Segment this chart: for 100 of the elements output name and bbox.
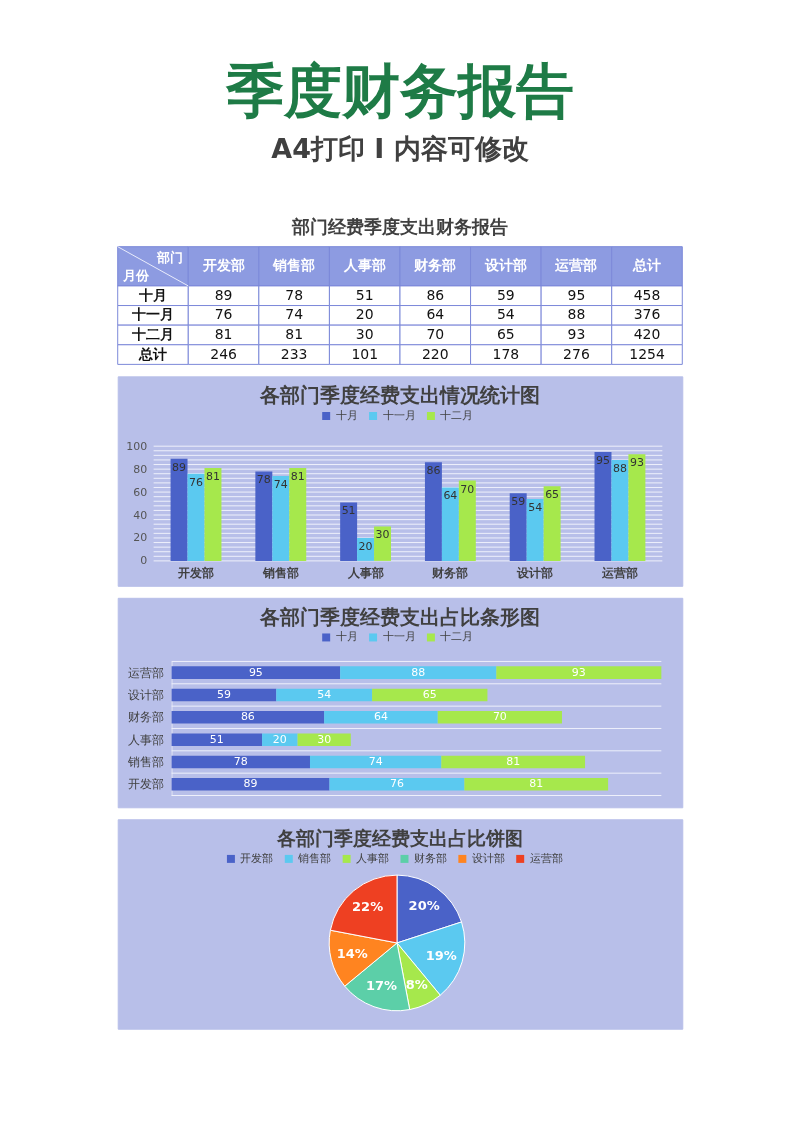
chart-title: 部门经费季度支出财务报告 xyxy=(291,216,508,238)
legend-label: 销售部 xyxy=(297,851,332,865)
legend-label: 设计部 xyxy=(471,851,505,865)
data-label: 20 xyxy=(272,732,287,746)
bar xyxy=(372,688,488,702)
data-label: 51 xyxy=(355,286,374,303)
chart-title: 各部门季度经费支出占比饼图 xyxy=(275,827,524,850)
bar xyxy=(543,486,561,561)
x-tick-label: 财务部 xyxy=(413,257,457,274)
bar xyxy=(374,526,392,561)
data-label: 30 xyxy=(317,732,332,746)
bar xyxy=(289,467,307,561)
bar xyxy=(170,458,188,561)
y-tick-label: 销售部 xyxy=(127,754,165,769)
data-label: 86 xyxy=(426,286,445,303)
data-label: 54 xyxy=(528,500,543,514)
data-label: 86 xyxy=(426,464,441,478)
data-label: 81 xyxy=(529,777,544,791)
data-label: 178 xyxy=(492,345,520,362)
legend-label: 十月 xyxy=(335,630,358,644)
data-label: 54 xyxy=(496,306,515,323)
data-label: 70 xyxy=(460,482,475,496)
y-tick-label: 设计部 xyxy=(128,687,165,702)
data-label: 65 xyxy=(422,687,437,701)
data-label: 93 xyxy=(629,456,644,470)
bar xyxy=(204,467,222,561)
y-tick-label: 人事部 xyxy=(128,732,165,747)
bar xyxy=(171,755,310,769)
y-tick-label: 80 xyxy=(133,462,148,476)
data-label: 78 xyxy=(256,473,271,487)
x-tick-label: 销售部 xyxy=(261,566,299,581)
y-tick-label: 40 xyxy=(133,508,148,522)
data-label: 420 xyxy=(633,325,661,342)
y-tick-label: 十一月 xyxy=(130,306,174,323)
legend-label: 财务部 xyxy=(413,851,447,865)
x-tick-label: 人事部 xyxy=(342,257,386,274)
data-label: 74 xyxy=(285,306,304,323)
data-label: 233 xyxy=(280,345,308,362)
data-label: 64 xyxy=(443,489,458,503)
legend-label: 人事部 xyxy=(356,851,390,865)
text: A4打印 I 内容可修改 xyxy=(271,132,529,164)
data-label: 76 xyxy=(389,777,404,791)
x-tick-label: 运营部 xyxy=(600,566,638,581)
data-label: 59 xyxy=(216,687,231,701)
data-label: 95 xyxy=(248,665,263,679)
chart-title: 各部门季度经费支出情况统计图 xyxy=(259,383,540,408)
legend-label: 开发部 xyxy=(240,851,274,865)
data-label: 88 xyxy=(567,306,586,323)
bar xyxy=(340,502,358,561)
data-label: 59 xyxy=(511,495,526,509)
x-axis-title: 部门 xyxy=(156,250,184,266)
bar xyxy=(628,454,646,561)
data-label: 76 xyxy=(214,306,233,323)
bar xyxy=(424,462,442,561)
data-label: 81 xyxy=(214,325,233,342)
legend-label: 十一月 xyxy=(382,409,416,422)
bar xyxy=(594,451,612,561)
y-tick-label: 十二月 xyxy=(130,325,174,342)
bar xyxy=(437,711,562,724)
bar xyxy=(255,471,273,561)
bar xyxy=(464,778,609,791)
bar xyxy=(171,688,277,702)
y-tick-label: 总计 xyxy=(137,345,167,362)
bar xyxy=(171,711,325,724)
data-label: 30 xyxy=(375,528,390,542)
data-label: 14% xyxy=(336,946,368,962)
data-label: 20% xyxy=(408,897,440,913)
bar xyxy=(276,688,373,702)
data-label: 64 xyxy=(373,710,388,724)
text: 季度财务报告 xyxy=(225,57,574,126)
data-label: 22% xyxy=(352,899,384,915)
y-tick-label: 60 xyxy=(133,485,148,499)
data-label: 19% xyxy=(425,947,457,963)
data-label: 88 xyxy=(612,461,627,475)
bar xyxy=(340,666,497,679)
x-tick-label: 开发部 xyxy=(177,566,215,581)
data-label: 51 xyxy=(209,732,224,746)
y-tick-label: 十月 xyxy=(137,286,167,303)
bar xyxy=(611,459,629,561)
data-label: 74 xyxy=(368,754,383,768)
data-label: 20 xyxy=(355,306,374,323)
data-label: 54 xyxy=(317,687,332,701)
x-tick-label: 设计部 xyxy=(483,257,527,274)
x-tick-label: 总计 xyxy=(632,257,662,274)
x-tick-label: 财务部 xyxy=(431,566,469,581)
chart-title: 各部门季度经费支出占比条形图 xyxy=(259,604,540,629)
y-tick-label: 100 xyxy=(126,439,148,453)
bar xyxy=(309,755,442,769)
legend-label: 十二月 xyxy=(440,409,474,422)
data-label: 81 xyxy=(506,754,521,768)
bar xyxy=(272,476,290,561)
data-label: 95 xyxy=(596,453,610,467)
x-tick-label: 运营部 xyxy=(554,257,598,274)
data-label: 8% xyxy=(405,976,428,992)
data-label: 64 xyxy=(426,306,445,323)
data-label: 65 xyxy=(545,488,560,502)
bar xyxy=(262,733,298,746)
y-tick-label: 0 xyxy=(140,554,148,568)
data-label: 20 xyxy=(358,539,373,553)
data-label: 78 xyxy=(233,754,248,768)
